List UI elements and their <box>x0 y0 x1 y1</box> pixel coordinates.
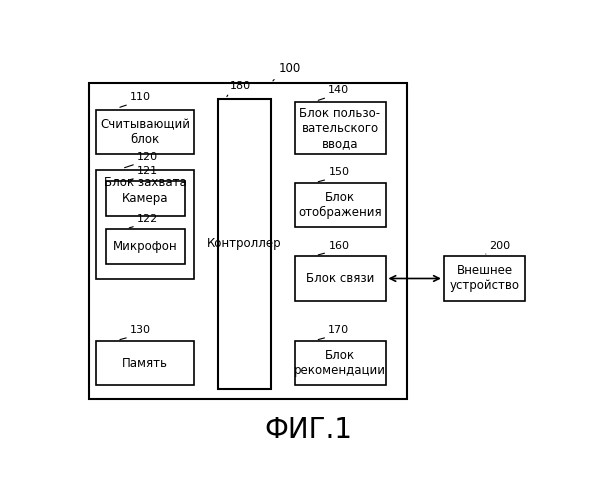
Text: 120: 120 <box>137 152 158 162</box>
Text: Микрофон: Микрофон <box>113 240 178 253</box>
Text: ФИГ.1: ФИГ.1 <box>264 416 353 444</box>
Text: 110: 110 <box>130 92 151 102</box>
Bar <box>105 182 185 216</box>
Text: 160: 160 <box>328 240 349 250</box>
Bar <box>294 256 385 300</box>
Bar <box>96 341 194 386</box>
Text: Контроллер: Контроллер <box>207 238 282 250</box>
Text: Блок пользо-
вательского
ввода: Блок пользо- вательского ввода <box>299 107 380 150</box>
Text: 140: 140 <box>328 86 349 96</box>
Text: Блок
рекомендации: Блок рекомендации <box>294 349 386 377</box>
Text: 121: 121 <box>137 166 158 176</box>
Text: 170: 170 <box>328 326 349 336</box>
Bar <box>217 98 272 389</box>
Bar <box>89 83 406 399</box>
Text: Внешнее
устройство: Внешнее устройство <box>450 264 520 292</box>
Text: 200: 200 <box>489 240 510 250</box>
Bar <box>105 230 185 264</box>
Text: 122: 122 <box>137 214 158 224</box>
Text: 100: 100 <box>279 62 301 76</box>
Text: 150: 150 <box>328 168 349 177</box>
Bar <box>96 110 194 154</box>
Bar <box>294 183 385 228</box>
Bar <box>294 341 385 386</box>
Bar <box>96 170 194 280</box>
Text: Считывающий
блок: Считывающий блок <box>100 118 190 146</box>
Text: 130: 130 <box>130 326 151 336</box>
Text: Блок
отображения: Блок отображения <box>298 192 382 220</box>
Text: Блок связи: Блок связи <box>306 272 374 285</box>
Bar <box>444 256 526 300</box>
Text: Блок захвата: Блок захвата <box>104 176 187 188</box>
Bar <box>294 102 385 154</box>
Text: Память: Память <box>122 356 168 370</box>
Text: 180: 180 <box>231 81 252 91</box>
Text: Камера: Камера <box>122 192 169 205</box>
